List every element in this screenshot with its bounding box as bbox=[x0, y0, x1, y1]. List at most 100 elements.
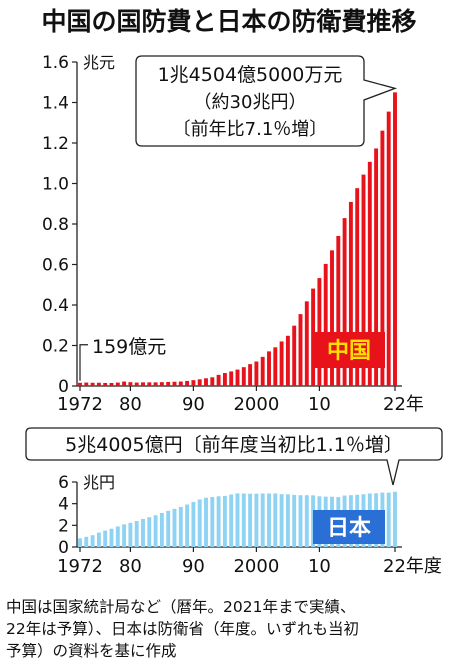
x-tick-label-japan: 80 bbox=[119, 556, 142, 577]
bar-japan bbox=[304, 495, 309, 547]
bar-china bbox=[279, 341, 284, 386]
bar-china bbox=[109, 382, 114, 386]
bar-japan bbox=[229, 494, 234, 547]
bar-japan bbox=[90, 535, 95, 547]
annotation-callout-japan bbox=[25, 427, 443, 486]
bar-japan bbox=[204, 497, 208, 547]
bar-china bbox=[122, 381, 127, 386]
bar-japan bbox=[386, 492, 391, 547]
annotation-leader-start bbox=[79, 344, 88, 381]
bar-china bbox=[323, 263, 328, 386]
x-tick-label-china: 10 bbox=[308, 394, 331, 415]
bar-china bbox=[159, 382, 164, 386]
x-tick-label-japan: 1972 bbox=[57, 556, 103, 577]
bar-japan bbox=[103, 530, 108, 547]
bar-japan bbox=[122, 524, 127, 547]
bar-china bbox=[267, 351, 271, 386]
bar-china bbox=[216, 374, 221, 386]
bar-japan bbox=[147, 517, 152, 547]
bar-japan bbox=[222, 495, 227, 547]
bar-china bbox=[380, 130, 385, 386]
bar-china bbox=[229, 371, 234, 386]
bar-china bbox=[134, 382, 139, 386]
annotation-start-value: 159億元 bbox=[92, 336, 166, 358]
x-tick-label-china: 22年 bbox=[383, 394, 424, 415]
bar-china bbox=[374, 148, 379, 386]
y-tick-label-china: 0.8 bbox=[42, 215, 69, 235]
annotation-callout-china bbox=[135, 55, 398, 147]
y-tick-label-japan: 0 bbox=[58, 538, 69, 558]
bar-china bbox=[298, 314, 303, 386]
bar-china bbox=[210, 377, 215, 386]
bar-china bbox=[393, 92, 397, 386]
series-badge-japan bbox=[313, 510, 385, 544]
y-tick-label-japan: 2 bbox=[58, 516, 69, 536]
bar-china bbox=[166, 381, 171, 386]
annotation-end-value-japan: 5兆4005億円〔前年度当初比1.1％増〕 bbox=[65, 434, 403, 456]
bar-china bbox=[103, 382, 108, 386]
bar-japan bbox=[78, 538, 82, 547]
bar-china bbox=[273, 347, 278, 386]
bar-china bbox=[178, 381, 183, 386]
annotation-end-value: 1兆4504億5000万元 bbox=[158, 64, 343, 86]
bar-china bbox=[128, 382, 133, 386]
chart-title: 中国の国防費と日本の防衛費推移 bbox=[41, 7, 417, 36]
unit-label-china: 兆元 bbox=[83, 53, 115, 72]
bar-japan bbox=[185, 504, 190, 547]
bar-china bbox=[115, 382, 120, 386]
bar-japan bbox=[248, 493, 253, 547]
bar-china bbox=[204, 378, 208, 386]
x-tick-label-china: 90 bbox=[182, 394, 205, 415]
bar-china bbox=[197, 379, 202, 386]
bar-japan bbox=[84, 536, 89, 547]
series-badge-china bbox=[313, 332, 385, 368]
bar-china bbox=[141, 382, 145, 386]
bar-japan bbox=[159, 512, 164, 547]
unit-label-japan: 兆円 bbox=[83, 473, 115, 492]
bar-japan bbox=[273, 493, 278, 547]
bar-china bbox=[172, 381, 177, 386]
bar-china bbox=[248, 364, 253, 386]
bar-china bbox=[367, 161, 372, 386]
bar-china bbox=[90, 382, 95, 386]
bar-japan bbox=[216, 496, 221, 547]
y-tick-label-china: 0.2 bbox=[42, 337, 69, 357]
series-badge-label-china: 中国 bbox=[327, 339, 371, 364]
y-tick-label-china: 1.0 bbox=[42, 175, 69, 195]
bar-china bbox=[304, 301, 309, 386]
x-tick-label-china: 80 bbox=[119, 394, 142, 415]
bar-china bbox=[285, 335, 290, 386]
bar-japan bbox=[141, 518, 145, 547]
y-tick-label-japan: 4 bbox=[58, 495, 69, 515]
bar-japan bbox=[260, 493, 265, 547]
bar-japan bbox=[254, 493, 259, 547]
source-line: 中国は国家統計局など（暦年。2021年まで実績、 bbox=[6, 598, 356, 616]
annotation-end-change: 〔前年比7.1％増〕 bbox=[173, 119, 328, 140]
bar-japan bbox=[298, 495, 303, 547]
bar-china bbox=[336, 235, 341, 386]
bar-japan bbox=[109, 528, 114, 547]
x-tick-label-japan: 10 bbox=[308, 556, 331, 577]
series-badge-label-japan: 日本 bbox=[327, 516, 371, 541]
bar-japan bbox=[172, 508, 177, 547]
x-tick-label-japan: 22年度 bbox=[383, 556, 442, 577]
bar-japan bbox=[178, 506, 183, 547]
bar-china bbox=[96, 382, 101, 386]
bar-china bbox=[153, 382, 158, 386]
bar-china bbox=[222, 373, 227, 386]
bar-china bbox=[147, 382, 152, 386]
bar-china bbox=[191, 380, 196, 386]
bar-japan bbox=[197, 499, 202, 547]
y-tick-label-china: 0.6 bbox=[42, 256, 69, 276]
bar-china bbox=[235, 369, 240, 386]
bar-china bbox=[241, 367, 246, 386]
annotation-end-approx: （約30兆円） bbox=[194, 92, 307, 113]
bar-china bbox=[348, 201, 353, 386]
y-tick-label-china: 1.2 bbox=[42, 134, 69, 154]
bar-japan bbox=[96, 532, 101, 547]
bar-japan bbox=[153, 515, 158, 547]
x-tick-label-china: 2000 bbox=[233, 394, 279, 415]
bar-japan bbox=[267, 493, 271, 547]
bar-china bbox=[254, 361, 259, 386]
